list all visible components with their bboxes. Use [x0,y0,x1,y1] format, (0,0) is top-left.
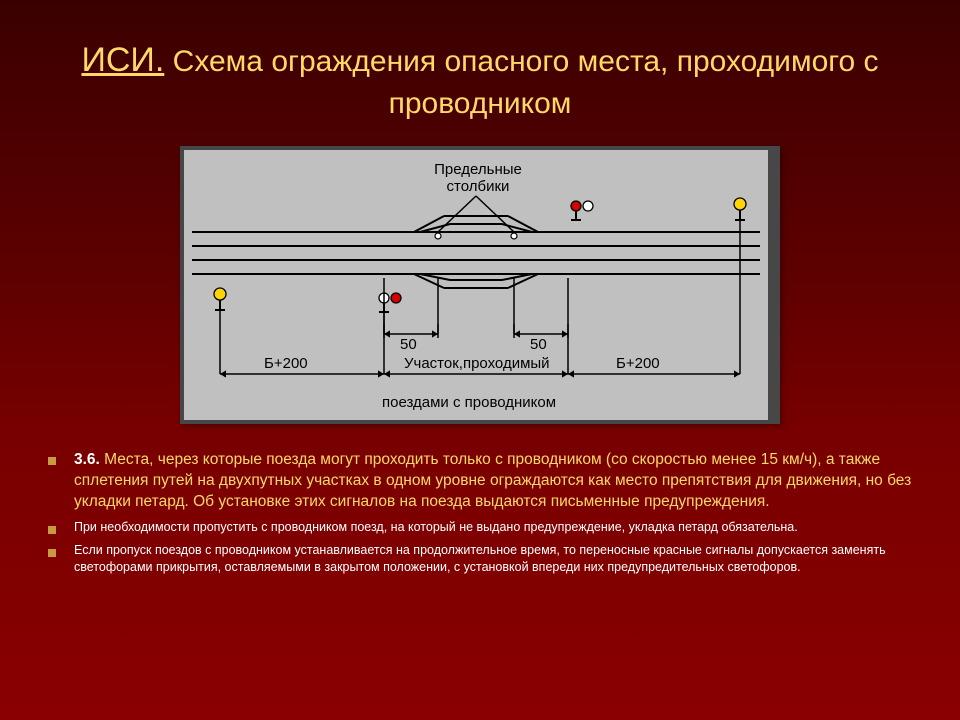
dim-label-center: Участок,проходимый [404,355,550,372]
diagram: Предельные столбики 50 50 Б+200 Участок,… [184,150,768,420]
dim-label-50a: 50 [400,336,417,353]
dim-label-right: Б+200 [616,355,660,372]
explanatory-bullets: 3.6. Места, через которые поезда могут п… [48,450,912,575]
title-rest: Схема ограждения опасного места, проходи… [173,45,879,120]
dim-label-50b: 50 [530,336,547,353]
diagram-label-top: Предельные столбики [428,162,528,195]
title-isi: ИСИ. [81,41,164,79]
bullet-main-text: Места, через которые поезда могут проход… [74,451,911,510]
diagram-frame: Предельные столбики 50 50 Б+200 Участок,… [180,146,780,424]
bullet-sub-1: При необходимости пропустить с проводник… [48,519,912,536]
bullet-num: 3.6. [74,451,100,468]
page-title: ИСИ. Схема ограждения опасного места, пр… [48,38,912,124]
bullet-sub-2: Если пропуск поездов с проводником устан… [48,542,912,576]
dim-label-sub: поездами с проводником [382,394,556,411]
dim-label-left: Б+200 [264,355,308,372]
bullet-main: 3.6. Места, через которые поезда могут п… [48,450,912,513]
